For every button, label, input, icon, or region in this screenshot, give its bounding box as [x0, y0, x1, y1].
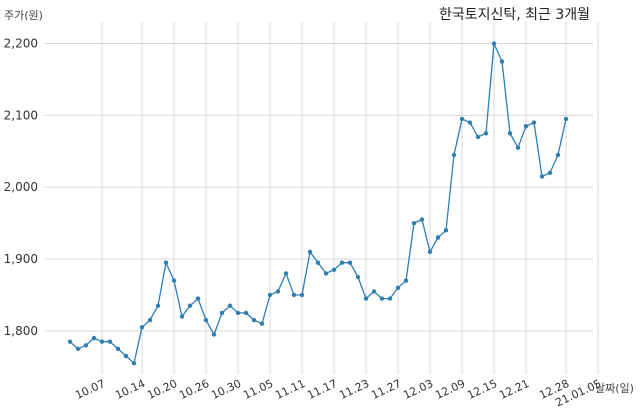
y-tick-label: 2,000 — [4, 180, 38, 194]
data-point — [211, 332, 217, 337]
data-point — [491, 41, 497, 46]
y-axis-label: 주가(원) — [4, 9, 43, 22]
data-point — [499, 59, 505, 64]
data-point — [219, 310, 225, 316]
data-point — [123, 353, 129, 359]
x-tick-label: 11.17 — [305, 377, 339, 402]
data-point — [179, 314, 185, 319]
data-point — [539, 174, 545, 179]
data-point — [227, 303, 233, 308]
data-point — [171, 278, 177, 283]
data-point — [251, 317, 257, 323]
data-point — [555, 152, 561, 158]
x-tick-label: 12.15 — [465, 377, 499, 402]
data-point — [299, 292, 305, 298]
data-point — [235, 310, 241, 316]
data-point — [387, 296, 393, 301]
data-point — [107, 339, 113, 344]
data-point — [531, 120, 537, 125]
data-point — [507, 131, 513, 136]
data-point — [331, 267, 337, 273]
data-point — [75, 346, 81, 352]
x-tick-label: 11.11 — [273, 377, 307, 402]
data-point — [451, 152, 457, 158]
data-point — [203, 317, 209, 323]
data-point — [371, 289, 377, 294]
x-tick-label: 12.03 — [401, 377, 435, 402]
data-point — [291, 292, 297, 298]
data-point — [139, 325, 145, 330]
data-point — [267, 292, 273, 298]
y-tick-label: 1,800 — [4, 324, 38, 338]
x-axis-label: 날짜(일) — [595, 381, 634, 395]
data-point — [355, 274, 361, 280]
x-tick-label: 10.07 — [73, 377, 107, 402]
data-point — [435, 235, 441, 240]
data-point — [275, 289, 281, 294]
data-point — [67, 339, 73, 344]
data-point — [131, 361, 137, 366]
price-series-line — [69, 42, 567, 364]
y-tick-label: 2,100 — [4, 108, 38, 122]
data-point — [563, 116, 569, 122]
data-point — [403, 278, 409, 283]
data-point — [443, 228, 449, 233]
data-point — [99, 339, 105, 344]
data-point — [379, 296, 385, 301]
data-point — [467, 120, 473, 125]
data-point — [307, 249, 313, 255]
data-point — [259, 321, 265, 326]
data-point — [395, 285, 401, 290]
grid-lines — [44, 22, 599, 374]
data-point — [483, 131, 489, 136]
data-point — [147, 317, 153, 323]
data-point — [427, 249, 433, 255]
x-tick-label: 12.21 — [497, 377, 531, 402]
data-point — [363, 296, 369, 301]
x-axis-ticks: 10.07 10.1410.2010.2610.3011.0511.1111.17… — [73, 377, 603, 409]
x-tick-label: 11.27 — [369, 377, 403, 402]
data-point — [419, 217, 425, 222]
data-point — [283, 271, 289, 276]
x-tick-label: 11.05 — [241, 377, 275, 402]
data-point — [547, 170, 553, 176]
y-tick-label: 2,200 — [4, 37, 38, 51]
data-point — [115, 346, 121, 352]
data-point — [339, 260, 345, 265]
x-tick-label: 10.20 — [145, 377, 179, 402]
data-point — [91, 335, 97, 341]
data-point — [475, 134, 481, 140]
data-point — [523, 123, 529, 129]
x-tick-label: 11.23 — [337, 377, 371, 402]
data-points — [67, 41, 569, 366]
data-point — [187, 303, 193, 308]
data-point — [243, 310, 249, 316]
x-tick-label: 12.09 — [433, 377, 467, 402]
y-axis-ticks: 1,800 1,900 2,000 2,100 2,200 — [4, 37, 38, 338]
y-tick-label: 1,900 — [4, 252, 38, 266]
data-point — [515, 145, 521, 150]
data-point — [195, 296, 201, 301]
x-tick-label: 10.26 — [177, 377, 211, 402]
x-tick-label: 10.14 — [113, 377, 147, 402]
data-point — [411, 220, 417, 226]
x-tick-label: 10.30 — [209, 377, 243, 402]
data-point — [155, 303, 161, 308]
data-point — [323, 271, 329, 276]
data-point — [459, 116, 465, 122]
data-point — [163, 260, 169, 265]
chart-title: 한국토지신탁, 최근 3개월 — [439, 7, 590, 23]
data-point — [315, 260, 321, 265]
data-point — [83, 343, 89, 348]
data-point — [347, 260, 353, 265]
